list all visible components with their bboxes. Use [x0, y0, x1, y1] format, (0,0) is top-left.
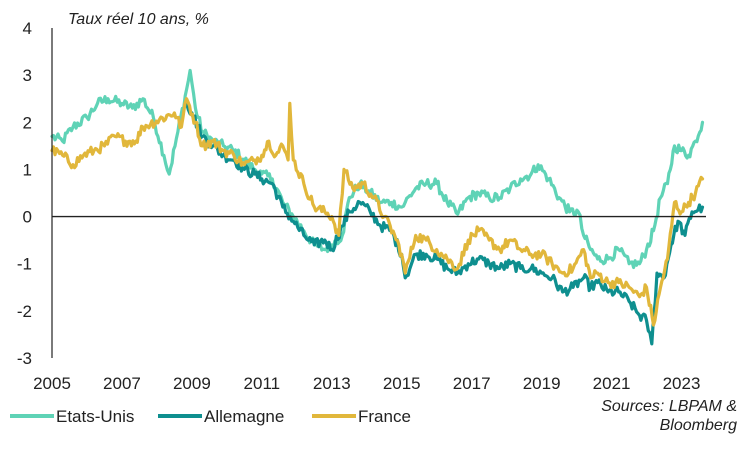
y-tick-label: 3	[23, 66, 32, 85]
legend-label-allemagne: Allemagne	[204, 407, 284, 426]
y-tick-label: -2	[17, 302, 32, 321]
legend-label-etats-unis: Etats-Unis	[56, 407, 134, 426]
x-tick-label: 2021	[593, 374, 631, 393]
series-line-allemagne	[185, 101, 705, 346]
y-tick-label: 2	[23, 113, 32, 132]
legend-label-france: France	[358, 407, 411, 426]
y-tick-label: 0	[23, 208, 32, 227]
y-tick-label: 1	[23, 160, 32, 179]
x-tick-label: 2013	[313, 374, 351, 393]
source-note-line-1: Sources: LBPAM &	[601, 398, 737, 415]
y-axis-ticks: 4 3 2 1 0 -1 -2 -3	[17, 19, 32, 368]
series-line-france	[50, 97, 705, 327]
series-line-etats-unis	[50, 68, 705, 270]
x-tick-label: 2023	[663, 374, 701, 393]
x-tick-label: 2009	[173, 374, 211, 393]
source-note-line-2: Bloomberg	[660, 417, 737, 434]
x-tick-label: 2019	[523, 374, 561, 393]
y-tick-label: -3	[17, 349, 32, 368]
x-tick-label: 2011	[244, 374, 281, 393]
x-tick-label: 2017	[453, 374, 491, 393]
y-tick-label: 4	[23, 19, 32, 38]
x-axis-ticks: 2005 2007 2009 2011 2013 2015 2017 2019 2021 2023	[33, 374, 700, 393]
y-tick-label: -1	[17, 255, 32, 274]
chart-title: Taux réel 10 ans, %	[68, 11, 209, 28]
x-tick-label: 2015	[383, 374, 421, 393]
x-tick-label: 2005	[33, 374, 71, 393]
x-tick-label: 2007	[103, 374, 141, 393]
legend: Etats-Unis Allemagne France	[10, 407, 411, 426]
axes-group	[51, 28, 706, 358]
series-group	[50, 68, 705, 346]
